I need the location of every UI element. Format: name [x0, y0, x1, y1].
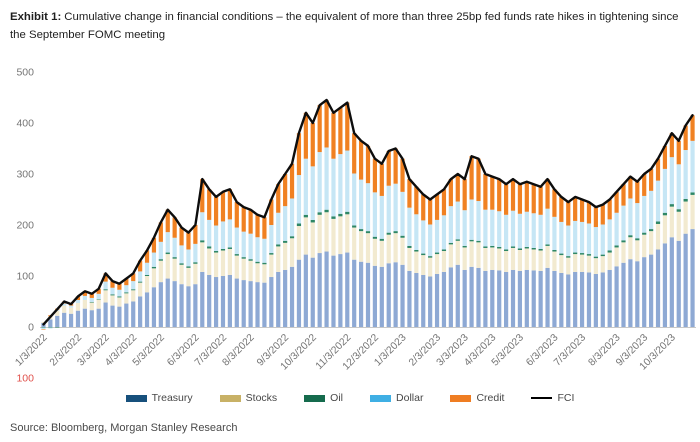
svg-text:100: 100 — [16, 373, 34, 385]
svg-text:0: 0 — [28, 322, 34, 334]
svg-text:100: 100 — [16, 271, 34, 283]
chart-legend: Treasury Stocks Oil Dollar Credit FCI — [0, 392, 700, 404]
legend-item-stocks: Stocks — [219, 392, 278, 404]
svg-text:300: 300 — [16, 169, 34, 181]
legend-item-dollar: Dollar — [370, 392, 423, 404]
stocks-swatch-icon — [219, 394, 241, 402]
svg-text:400: 400 — [16, 118, 34, 130]
legend-label: Oil — [330, 392, 344, 404]
fci-stacked-bar-chart: 50040030020010001001/3/20222/3/20223/3/2… — [13, 67, 696, 385]
legend-item-treasury: Treasury — [125, 392, 193, 404]
source-note: Source: Bloomberg, Morgan Stanley Resear… — [10, 422, 238, 434]
legend-item-oil: Oil — [304, 392, 343, 404]
exhibit-title-text: Cumulative change in financial condition… — [10, 11, 679, 41]
chart-area: 500 400 300 200 100 0 100 1/3/2022 2/3/2022 3/3/2… — [0, 56, 700, 390]
oil-swatch-icon — [304, 394, 326, 402]
legend-item-credit: Credit — [450, 392, 504, 404]
legend-label: Stocks — [245, 392, 278, 404]
legend-item-fci: FCI — [531, 392, 574, 404]
exhibit-title: Exhibit 1: Cumulative change in financial… — [10, 9, 694, 44]
svg-text:1/3/2022: 1/3/2022 — [13, 332, 49, 368]
legend-label: Treasury — [151, 392, 193, 404]
treasury-swatch-icon — [125, 394, 147, 402]
credit-swatch-icon — [450, 394, 472, 402]
exhibit-label: Exhibit 1: — [10, 11, 62, 23]
dollar-swatch-icon — [370, 394, 392, 402]
legend-label: Dollar — [396, 392, 424, 404]
legend-label: FCI — [557, 392, 575, 404]
svg-text:500: 500 — [16, 67, 34, 79]
legend-label: Credit — [476, 392, 505, 404]
svg-text:200: 200 — [16, 220, 34, 232]
fci-swatch-icon — [531, 396, 553, 400]
